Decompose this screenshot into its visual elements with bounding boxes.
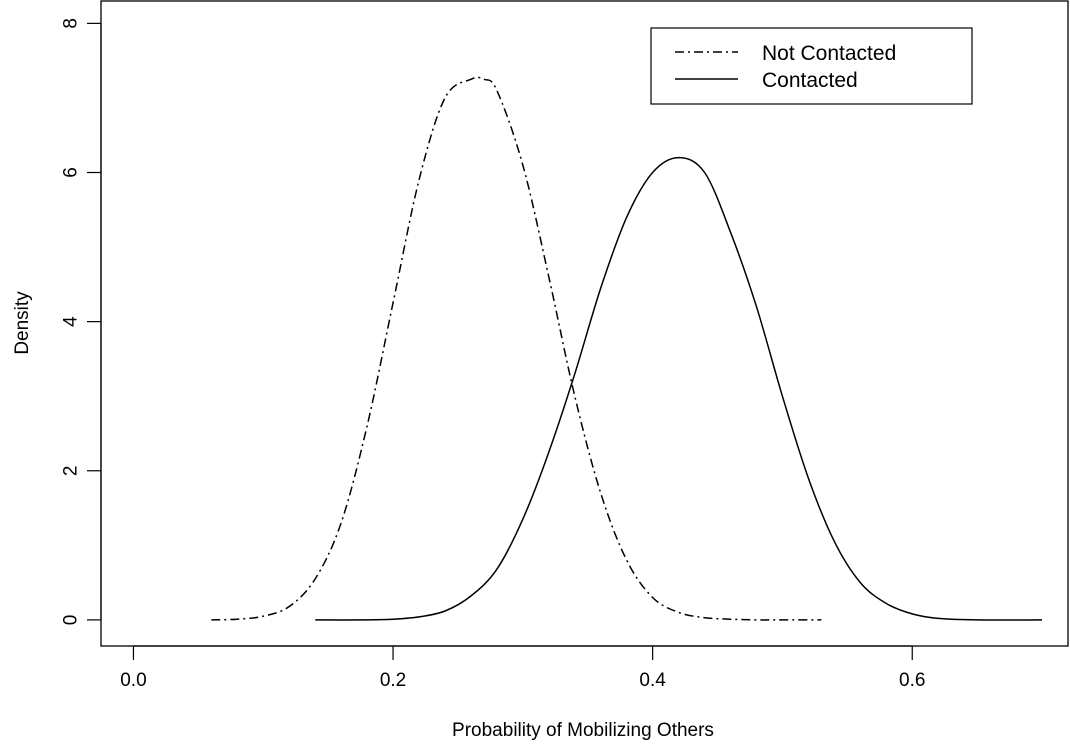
y-tick-label: 0 [61, 615, 82, 626]
x-axis-title: Probability of Mobilizing Others [452, 720, 714, 741]
x-tick-label: 0.0 [120, 670, 146, 691]
y-tick-label: 8 [61, 18, 82, 29]
legend-label-contacted: Contacted [762, 69, 858, 92]
x-axis: 0.0 0.2 0.4 0.6 [120, 645, 925, 691]
y-axis-title: Density [12, 291, 33, 355]
y-tick-label: 6 [61, 167, 82, 178]
legend-label-not-contacted: Not Contacted [762, 42, 896, 65]
x-tick-label: 0.2 [380, 670, 406, 691]
x-tick-label: 0.4 [639, 670, 666, 691]
legend: Not Contacted Contacted [650, 27, 973, 105]
y-tick-label: 4 [61, 316, 82, 327]
series-layer [211, 76, 1043, 621]
x-tick-label: 0.6 [899, 670, 925, 691]
series-line-contacted [315, 156, 1043, 621]
series-line-not-contacted [211, 76, 822, 621]
y-tick-label: 2 [61, 465, 82, 476]
legend-box [650, 27, 973, 105]
y-axis: 0 2 4 6 8 [61, 18, 102, 625]
